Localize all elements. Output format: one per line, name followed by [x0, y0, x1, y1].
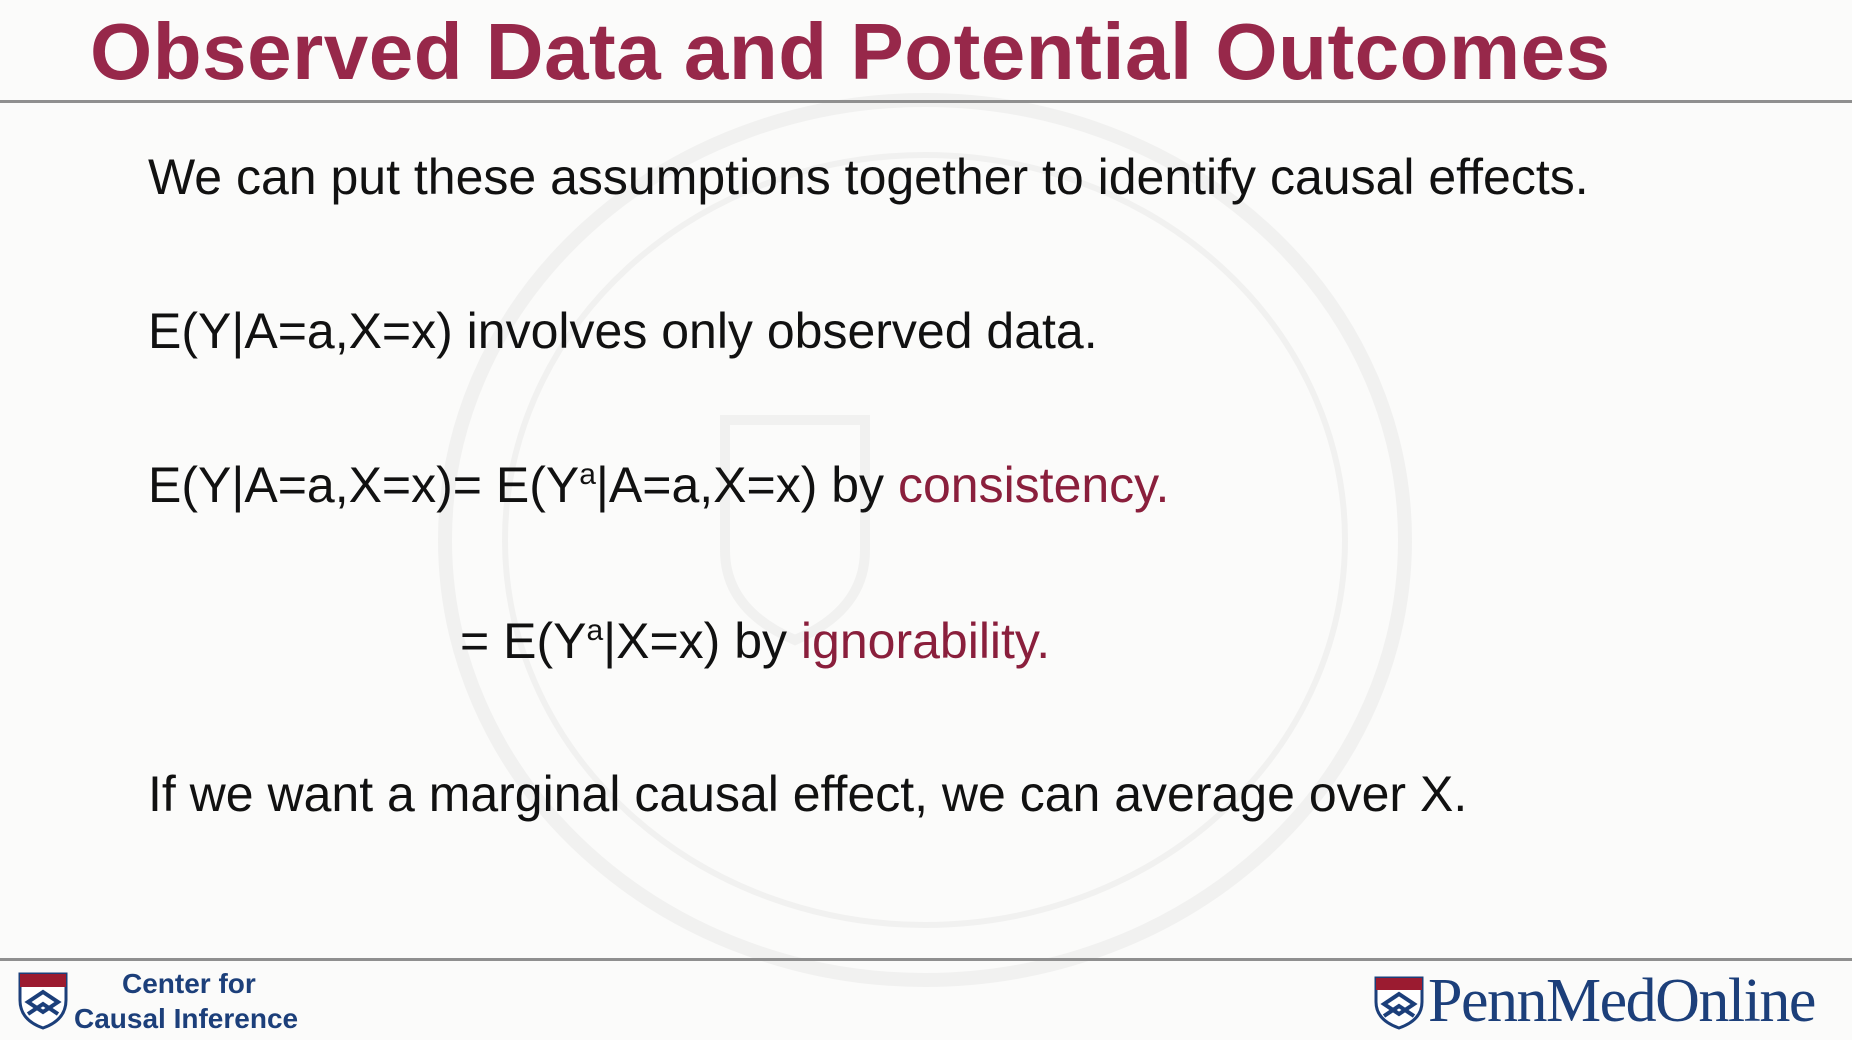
superscript: a: [586, 614, 604, 647]
university-seal-watermark: [438, 93, 1412, 987]
slide-title: Observed Data and Potential Outcomes: [90, 7, 1611, 96]
title-divider: [0, 100, 1852, 103]
logo-line-1: Center for: [122, 968, 256, 999]
equation-part: = E(Y: [460, 613, 587, 669]
ignorability-equation: = E(Ya|X=x) by ignorability.: [460, 612, 1050, 670]
ignorability-term: ignorability.: [800, 613, 1051, 669]
footer-divider: [0, 958, 1852, 961]
consistency-term: consistency.: [897, 457, 1170, 513]
equation-part: |X=x) by: [603, 613, 801, 669]
equation-part: E(Y|A=a,X=x)= E(Y: [148, 457, 580, 513]
pennmedonline-logo: PennMedOnline: [1428, 967, 1816, 1035]
consistency-equation: E(Y|A=a,X=x)= E(Ya|A=a,X=x) by consisten…: [148, 456, 1169, 514]
penn-shield-icon: [18, 972, 68, 1030]
statement-line-5: If we want a marginal causal effect, we …: [148, 766, 1468, 822]
equation-part: |A=a,X=x) by: [595, 457, 898, 513]
statement-line-1: We can put these assumptions together to…: [148, 149, 1589, 205]
logo-line-2: Causal Inference: [74, 1003, 299, 1034]
penn-shield-icon: [1374, 976, 1424, 1030]
statement-line-2: E(Y|A=a,X=x) involves only observed data…: [148, 303, 1098, 359]
superscript: a: [579, 458, 596, 491]
center-for-causal-inference-logo: Center for Causal Inference: [74, 966, 298, 1036]
